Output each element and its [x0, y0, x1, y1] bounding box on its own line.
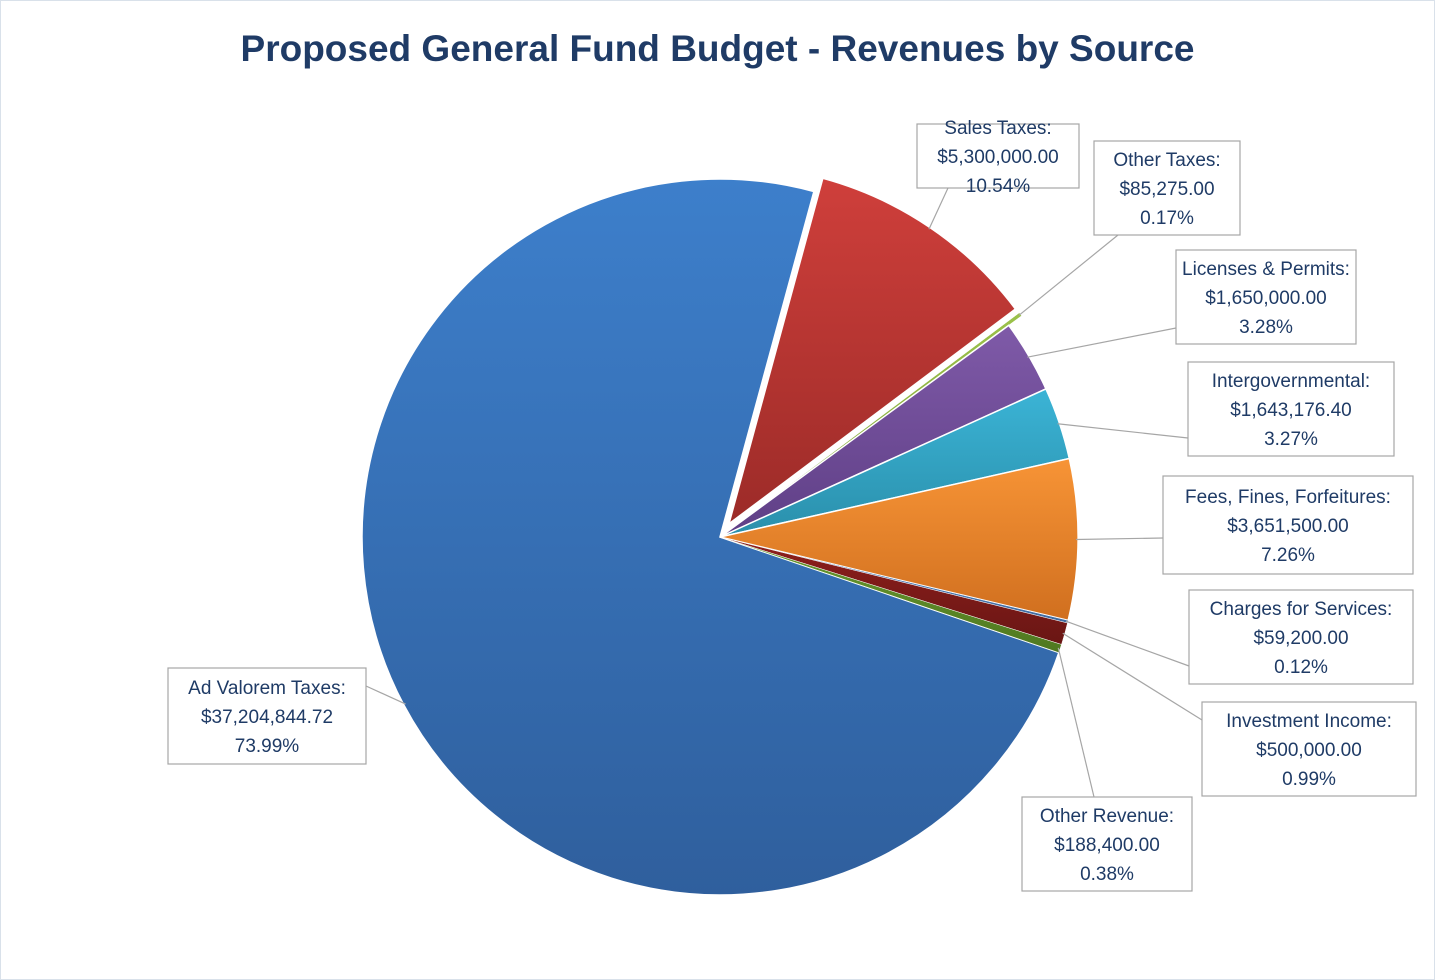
data-label-percent: 0.12%	[1274, 657, 1328, 678]
leader-line	[1062, 632, 1203, 721]
data-label-box	[1093, 140, 1241, 236]
data-label-box	[1021, 796, 1193, 892]
leader-line	[1018, 234, 1119, 316]
data-label: Fees, Fines, Forfeitures: $3,651,500.00 7.…	[1162, 475, 1414, 575]
leader-line	[1057, 647, 1095, 798]
data-label-percent: 0.38%	[1080, 864, 1134, 885]
data-label: Charges for Services: $59,200.00 0.12%	[1188, 589, 1414, 685]
data-label-value: $1,650,000.00	[1205, 288, 1327, 309]
data-label: Intergovernmental: $1,643,176.40 3.27%	[1187, 361, 1395, 457]
leader-line	[1065, 620, 1190, 667]
data-label-category: Fees, Fines, Forfeitures:	[1185, 487, 1391, 508]
data-label-value: $59,200.00	[1253, 628, 1348, 649]
data-label-box	[167, 667, 367, 765]
data-label-percent: 0.17%	[1140, 208, 1194, 229]
leader-line	[1075, 537, 1164, 541]
chart-title: Proposed General Fund Budget - Revenues …	[240, 28, 1195, 69]
data-label-value: $500,000.00	[1256, 740, 1362, 761]
data-label-category: Other Revenue:	[1040, 806, 1174, 827]
data-label: Licenses & Permits: $1,650,000.00 3.28%	[1175, 249, 1357, 345]
data-label-percent: 3.27%	[1264, 429, 1318, 450]
data-label-percent: 7.26%	[1261, 545, 1315, 566]
data-label-value: $188,400.00	[1054, 835, 1160, 856]
data-label-box	[1201, 701, 1417, 797]
data-label: Other Taxes: $85,275.00 0.17%	[1093, 140, 1241, 236]
data-label-box	[1188, 589, 1414, 685]
data-label-value: $37,204,844.72	[201, 707, 333, 728]
data-label-box	[1162, 475, 1414, 575]
data-label: Other Revenue: $188,400.00 0.38%	[1021, 796, 1193, 892]
data-label-category: Other Taxes:	[1113, 150, 1220, 171]
data-label-box	[916, 123, 1080, 189]
data-label: Sales Taxes: $5,300,000.00 10.54%	[916, 118, 1080, 197]
data-label-value: $85,275.00	[1119, 179, 1214, 200]
data-label: Ad Valorem Taxes: $37,204,844.72 73.99%	[167, 667, 367, 765]
data-label-percent: 10.54%	[966, 176, 1031, 197]
data-label-percent: 0.99%	[1282, 769, 1336, 790]
data-label-value: $1,643,176.40	[1230, 400, 1352, 421]
data-label-category: Sales Taxes:	[944, 118, 1051, 139]
data-label-percent: 3.28%	[1239, 317, 1293, 338]
data-label-box	[1187, 361, 1395, 457]
data-label-value: $5,300,000.00	[937, 147, 1059, 168]
pie-slice-ad-valorem-taxes	[361, 178, 1060, 896]
data-label-category: Intergovernmental:	[1212, 371, 1370, 392]
data-label: Investment Income: $500,000.00 0.99%	[1201, 701, 1417, 797]
data-label-category: Licenses & Permits:	[1182, 259, 1350, 280]
data-label-value: $3,651,500.00	[1227, 516, 1349, 537]
data-label-category: Ad Valorem Taxes:	[188, 678, 346, 699]
data-label-percent: 73.99%	[235, 736, 300, 757]
leader-line	[928, 187, 949, 230]
data-label-category: Charges for Services:	[1210, 599, 1393, 620]
data-label-category: Investment Income:	[1226, 711, 1392, 732]
leader-line	[365, 685, 406, 705]
leader-line	[1057, 423, 1189, 439]
leader-line	[1027, 327, 1177, 358]
data-label-box	[1175, 249, 1357, 345]
